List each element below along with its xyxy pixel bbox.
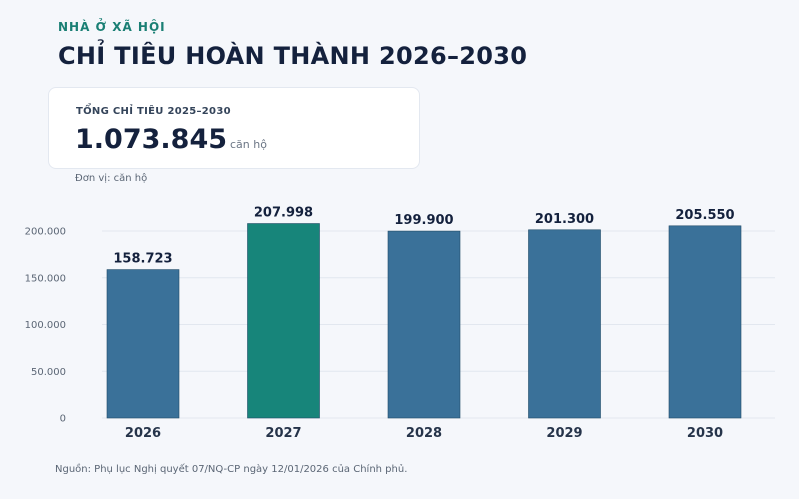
- y-tick-label: 150.000: [25, 273, 66, 284]
- y-tick-label: 50.000: [31, 367, 66, 378]
- page-kicker: NHÀ Ở XÃ HỘI: [58, 20, 166, 34]
- x-tick-label: 2030: [687, 426, 723, 441]
- data-label: 199.900: [394, 213, 453, 228]
- label-layer: 0 50.000 100.000 150.000 200.000 158.723 2026 2…: [25, 206, 735, 441]
- summary-label: TỔNG CHỈ TIÊU 2025–2030: [76, 106, 231, 117]
- source-note: Nguồn: Phụ lục Nghị quyết 07/NQ-CP ngày …: [55, 464, 408, 475]
- x-tick-label: 2028: [406, 426, 442, 441]
- x-tick-label: 2029: [546, 426, 582, 441]
- data-label: 158.723: [113, 252, 172, 267]
- data-label: 201.300: [535, 212, 594, 227]
- page-title: CHỈ TIÊU HOÀN THÀNH 2026–2030: [58, 42, 528, 70]
- bar-2027: [247, 223, 320, 419]
- x-tick-label: 2026: [125, 426, 161, 441]
- unit-note: Đơn vị: căn hộ: [75, 173, 148, 184]
- x-tick-label: 2027: [265, 426, 301, 441]
- bar-2028: [387, 230, 461, 419]
- summary-card: TỔNG CHỈ TIÊU 2025–2030 1.073.845 căn hộ: [48, 87, 420, 169]
- bar-2030: [668, 225, 742, 419]
- y-tick-label: 0: [60, 414, 66, 425]
- summary-value: 1.073.845: [75, 124, 228, 155]
- data-label: 207.998: [254, 206, 313, 221]
- y-tick-label: 100.000: [25, 320, 66, 331]
- bar-2029: [528, 229, 601, 419]
- bar-2026: [106, 269, 180, 419]
- data-label: 205.550: [675, 208, 734, 223]
- summary-unit: căn hộ: [230, 138, 267, 151]
- bar-layer: [106, 223, 742, 419]
- y-tick-label: 200.000: [25, 227, 66, 238]
